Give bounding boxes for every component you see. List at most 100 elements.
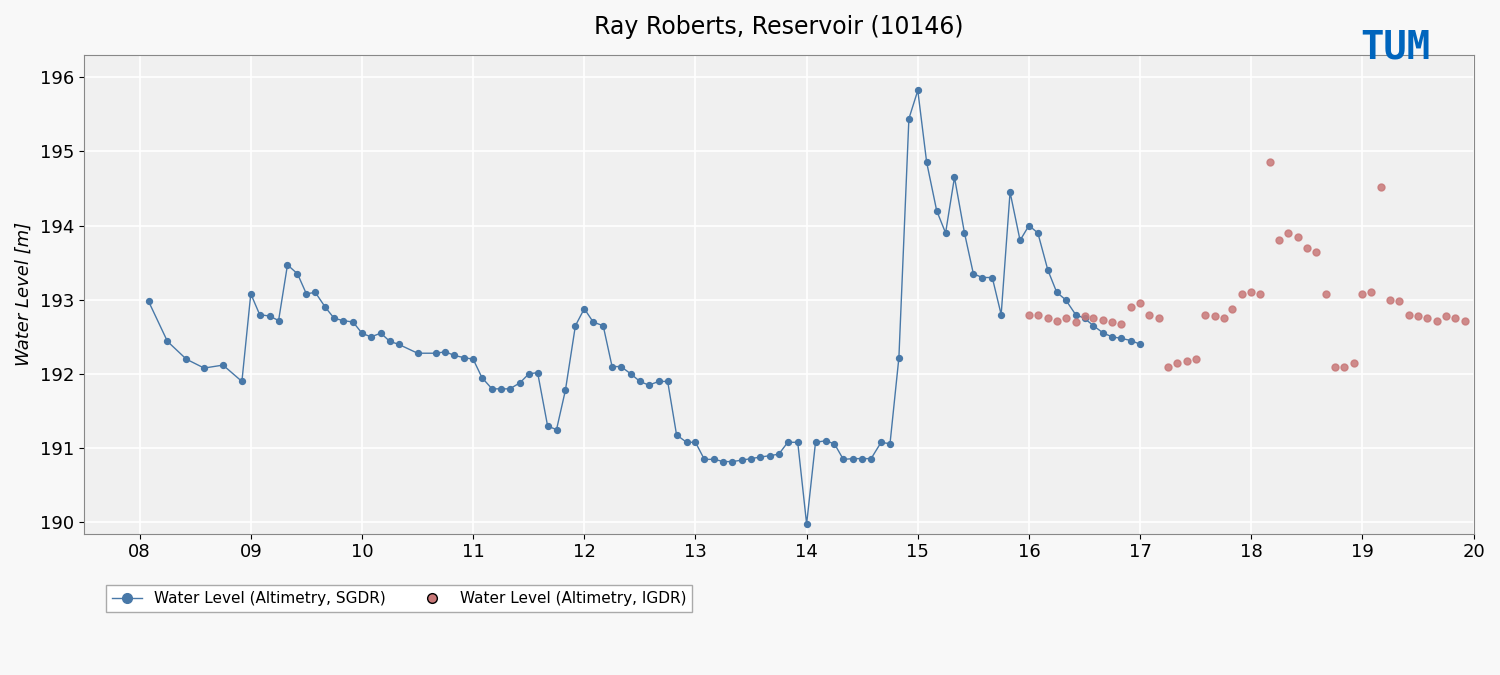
Point xyxy=(1092,315,1116,325)
Point xyxy=(1101,317,1125,327)
Point xyxy=(1101,331,1125,342)
Point xyxy=(1341,358,1365,369)
Point xyxy=(915,157,939,168)
Point xyxy=(933,227,957,238)
Point xyxy=(1108,318,1132,329)
Point xyxy=(952,227,976,238)
Point xyxy=(878,438,902,449)
Point xyxy=(1017,220,1041,231)
Point xyxy=(248,309,272,320)
Point xyxy=(1221,303,1245,314)
Point xyxy=(998,187,1022,198)
Point xyxy=(1359,287,1383,298)
Point xyxy=(711,456,735,467)
Point xyxy=(136,296,160,306)
Point xyxy=(1203,310,1227,321)
Point xyxy=(387,339,411,350)
Point xyxy=(174,354,198,364)
Point xyxy=(962,269,986,279)
Point xyxy=(580,317,604,327)
Point xyxy=(267,315,291,326)
Point xyxy=(859,453,883,464)
Point xyxy=(1072,310,1096,321)
Point xyxy=(1128,298,1152,309)
Point xyxy=(730,455,754,466)
Point xyxy=(1388,296,1411,306)
Point xyxy=(638,380,662,391)
Point xyxy=(868,437,892,448)
Point xyxy=(628,376,652,387)
Point xyxy=(369,328,393,339)
Point xyxy=(332,315,356,326)
Point xyxy=(1406,310,1429,321)
Point xyxy=(573,303,597,314)
Point xyxy=(1452,315,1476,326)
Point xyxy=(509,377,532,388)
Point xyxy=(1119,302,1143,313)
Point xyxy=(294,288,318,299)
Point xyxy=(1230,288,1254,299)
Point xyxy=(758,450,782,461)
Point xyxy=(1148,313,1172,324)
Point xyxy=(314,302,338,313)
Point xyxy=(646,376,670,387)
Point xyxy=(1053,294,1077,305)
Point xyxy=(1174,355,1198,366)
Point xyxy=(516,369,540,379)
Title: Ray Roberts, Reservoir (10146): Ray Roberts, Reservoir (10146) xyxy=(594,15,963,39)
Point xyxy=(544,425,568,435)
Point xyxy=(1370,182,1394,192)
Point xyxy=(822,438,846,449)
Point xyxy=(1156,361,1180,372)
Point xyxy=(813,435,837,446)
Point xyxy=(230,376,254,387)
Point xyxy=(322,313,346,324)
Point xyxy=(988,309,1012,320)
Point xyxy=(1184,354,1208,364)
Point xyxy=(1434,310,1458,321)
Point xyxy=(1017,309,1041,320)
Point xyxy=(1036,313,1060,324)
Point xyxy=(609,361,633,372)
Point xyxy=(886,352,910,363)
Point xyxy=(1304,246,1328,257)
Point xyxy=(924,205,948,216)
Point xyxy=(1323,361,1347,372)
Point xyxy=(433,346,457,357)
Point xyxy=(693,454,717,465)
Point xyxy=(192,362,216,373)
Point xyxy=(1072,313,1096,324)
Point xyxy=(1414,313,1438,324)
Point xyxy=(600,361,624,372)
Point xyxy=(1044,287,1068,298)
Point xyxy=(1192,309,1216,320)
Point xyxy=(981,272,1005,283)
Point xyxy=(776,437,800,448)
Point xyxy=(1082,313,1106,324)
Point xyxy=(1378,294,1402,305)
Point xyxy=(1443,313,1467,324)
Point xyxy=(684,437,708,448)
Point xyxy=(842,453,866,464)
Point xyxy=(424,348,448,358)
Point xyxy=(1166,358,1190,369)
Point xyxy=(238,288,262,299)
Point xyxy=(1008,235,1032,246)
Point xyxy=(740,453,764,464)
Point xyxy=(1064,309,1088,320)
Point xyxy=(906,85,930,96)
Point xyxy=(591,321,615,331)
Point xyxy=(942,172,966,183)
Point xyxy=(1396,309,1420,320)
Legend: Water Level (Altimetry, SGDR), Water Level (Altimetry, IGDR): Water Level (Altimetry, SGDR), Water Lev… xyxy=(105,585,692,612)
Y-axis label: Water Level [m]: Water Level [m] xyxy=(15,222,33,367)
Point xyxy=(720,456,744,467)
Point xyxy=(442,350,466,361)
Point xyxy=(1314,288,1338,299)
Point xyxy=(1044,315,1068,326)
Point xyxy=(1212,313,1236,324)
Point xyxy=(1026,227,1050,238)
Point xyxy=(1064,317,1088,327)
Point xyxy=(795,518,819,529)
Point xyxy=(766,449,790,460)
